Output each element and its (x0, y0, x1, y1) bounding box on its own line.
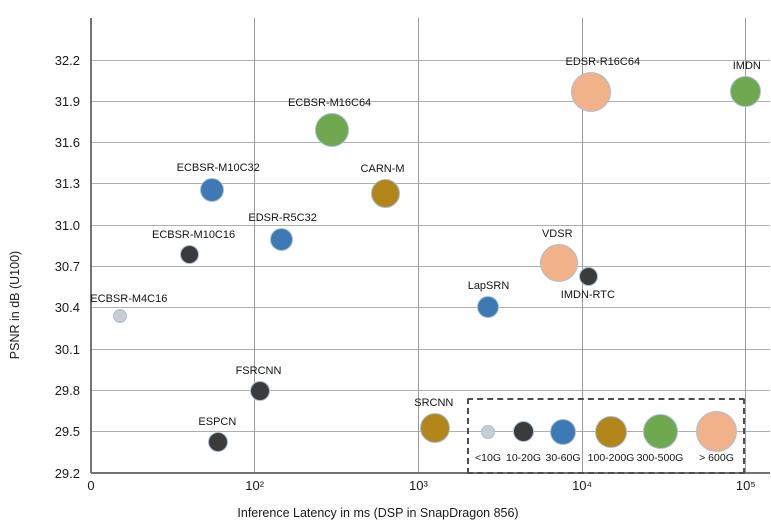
bubble-edsr-r16c64 (570, 71, 611, 112)
bubble-srcnn (419, 412, 450, 443)
gridline-h-31.0 (91, 224, 770, 226)
x-tick-label-10: 10³ (408, 478, 428, 493)
y-tick-label-30.7: 30.7 (54, 259, 80, 275)
y-tick-label-29.8: 29.8 (54, 383, 80, 399)
legend-box (467, 398, 745, 474)
legend-label-100-200g: 100-200G (587, 452, 635, 464)
bubble-espcn (208, 431, 229, 452)
y-tick-label-29.2: 29.2 (54, 465, 80, 481)
bubble-vdsr (540, 243, 579, 282)
bubble-label-imdn-rtc: IMDN-RTC (560, 288, 615, 301)
bubble-ecbsr-m10c16 (180, 244, 200, 264)
bubble-label-fsrcnn: FSRCNN (235, 364, 282, 377)
legend-label-10-20g: 10-20G (505, 452, 542, 464)
legend-bubble-600g (696, 411, 737, 453)
bubble-ecbsr-m4c16 (112, 309, 127, 324)
legend-bubble-10-20g (513, 421, 534, 443)
bubble-lapsrn (477, 295, 500, 318)
bubble-label-imdn: IMDN (732, 60, 761, 73)
y-tick-label-30.1: 30.1 (54, 341, 80, 357)
bubble-ecbsr-m10c32 (200, 177, 225, 202)
y-tick-label-31.3: 31.3 (54, 176, 80, 192)
gridline-v-3 (417, 18, 419, 473)
gridline-h-30.1 (91, 348, 770, 350)
legend-label-300-500g: 300-500G (636, 452, 684, 464)
legend-label-600g: > 600G (699, 452, 734, 464)
gridline-h-32.2 (91, 59, 770, 61)
bubble-label-ecbsr-m4c16: ECBSR-M4C16 (90, 293, 168, 306)
bubble-label-ecbsr-m10c16: ECBSR-M10C16 (151, 228, 236, 241)
bubble-ecbsr-m16c64 (314, 113, 349, 148)
bubble-label-ecbsr-m10c32: ECBSR-M10C32 (176, 161, 260, 174)
gridline-h-30.7 (91, 266, 770, 268)
legend-bubble-300-500g (642, 414, 678, 450)
gridline-h-30.4 (91, 307, 770, 309)
bubble-label-carn-m: CARN-M (360, 163, 405, 176)
bubble-label-edsr-r16c64: EDSR-R16C64 (565, 55, 641, 68)
legend-label-10g: <10G (475, 452, 501, 464)
x-tick-label-10: 10⁴ (572, 478, 593, 493)
bubble-carn-m (371, 179, 401, 209)
gridline-h-31.9 (91, 100, 770, 102)
legend-bubble-10g (481, 424, 495, 439)
bubble-imdn-rtc (579, 266, 599, 286)
legend-bubble-100-200g (595, 415, 627, 448)
legend-label-30-60g: 30-60G (545, 452, 581, 464)
gridline-v-5 (745, 18, 747, 473)
y-axis-line (90, 18, 92, 473)
bubble-fsrcnn (249, 380, 270, 401)
y-tick-label-31.6: 31.6 (54, 135, 80, 151)
gridline-h-31.3 (91, 183, 770, 185)
gridline-v-2 (254, 18, 256, 473)
bubble-edsr-r5c32 (270, 227, 294, 251)
y-tick-label-31.9: 31.9 (54, 93, 80, 109)
bubble-imdn (730, 76, 762, 108)
gridline-v-4 (581, 18, 583, 473)
y-axis-title: PSNR in dB (U100) (8, 250, 22, 360)
y-tick-label-30.4: 30.4 (54, 300, 80, 316)
x-tick-label-0: 0 (87, 478, 95, 493)
bubble-label-espcn: ESPCN (198, 415, 237, 428)
y-tick-label-29.5: 29.5 (54, 424, 80, 440)
y-tick-label-31.0: 31.0 (54, 217, 80, 233)
x-axis-line (91, 472, 770, 474)
gridline-h-29.8 (91, 390, 770, 392)
legend-bubble-30-60g (550, 418, 576, 445)
gridline-h-31.6 (91, 142, 770, 144)
bubble-label-vdsr: VDSR (541, 227, 573, 240)
x-tick-label-10: 10² (245, 478, 265, 493)
x-axis-title: Inference Latency in ms (DSP in SnapDrag… (237, 506, 519, 520)
bubble-label-edsr-r5c32: EDSR-R5C32 (248, 211, 317, 224)
bubble-label-ecbsr-m16c64: ECBSR-M16C64 (288, 97, 372, 110)
bubble-label-lapsrn: LapSRN (467, 279, 510, 292)
y-tick-label-32.2: 32.2 (54, 52, 80, 68)
x-tick-label-10: 10⁵ (735, 478, 756, 493)
bubble-label-srcnn: SRCNN (414, 396, 454, 409)
